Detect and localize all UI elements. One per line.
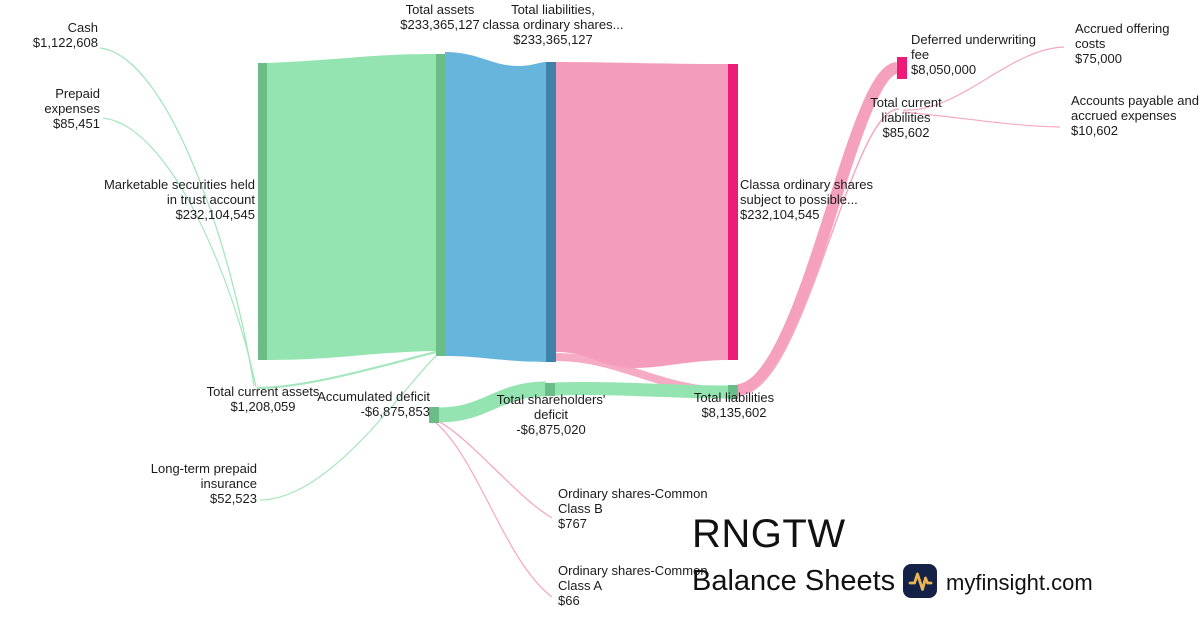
flow-current-assets-to-total-assets (256, 350, 437, 390)
label-accumulated-deficit: Accumulated deficit -$6,875,853 (317, 389, 430, 419)
site-url: myfinsight.com (946, 570, 1093, 595)
flow-total-assets-to-liab-equity (445, 52, 546, 362)
label-ordinary-shares-class-b: Ordinary shares-Common Class B $767 (558, 486, 708, 531)
label-deferred-underwriting-fee: Deferred underwriting fee $8,050,000 (911, 32, 1037, 77)
node-total-liabilities (728, 385, 738, 399)
label-total-liabilities-classa: Total liabilities, classa ordinary shares… (482, 2, 624, 47)
flow-prepaid-to-current-assets (102, 117, 257, 388)
flow-to-accrued-offering-costs (902, 46, 1065, 111)
label-total-assets: Total assets $233,365,127 (400, 2, 480, 32)
flow-longterm-prepaid-to-total-assets (259, 355, 437, 501)
label-accounts-payable: Accounts payable and accrued expenses $10,… (1071, 93, 1199, 138)
flow-shareholders-deficit-to-total-liabilities (553, 382, 731, 399)
label-total-current-liabilities: Total current liabilities $85,602 (870, 95, 942, 140)
flow-cash-to-current-assets (99, 47, 255, 387)
flow-to-total-current-liabilities (737, 108, 900, 396)
flow-marketable-to-total-assets (267, 54, 436, 360)
label-marketable-securities: Marketable securities held in trust accou… (103, 177, 255, 222)
label-prepaid-expenses: Prepaid expenses $85,451 (44, 86, 100, 131)
label-accrued-offering-costs: Accrued offering costs $75,000 (1075, 21, 1170, 66)
label-long-term-prepaid-insurance: Long-term prepaid insurance $52,523 (150, 461, 257, 506)
node-total-shareholders-deficit (545, 383, 555, 396)
pulse-waveform-icon (908, 572, 933, 591)
label-total-liabilities: Total liabilities $8,135,602 (693, 390, 775, 420)
flow-class-b-link (435, 419, 553, 519)
ticker-title: RNGTW (692, 512, 846, 556)
node-accumulated-deficit (429, 407, 439, 423)
flow-to-deferred-underwriting-fee (736, 62, 899, 396)
myfinsight-logo (903, 564, 937, 598)
node-deferred-underwriting-fee (897, 57, 907, 79)
label-total-current-assets: Total current assets $1,208,059 (206, 384, 320, 414)
flow-liab-equity-to-classa-shares (556, 62, 728, 368)
node-classa-ordinary-shares (728, 64, 738, 360)
flow-class-a-link (434, 421, 553, 598)
node-marketable-securities (258, 63, 267, 360)
node-total-liabilities-classa (546, 62, 556, 362)
label-ordinary-shares-class-a: Ordinary shares-Common Class A $66 (558, 563, 708, 608)
label-classa-ordinary-shares: Classa ordinary shares subject to possibl… (740, 177, 873, 222)
label-cash: Cash $1,122,608 (32, 20, 98, 50)
report-subtitle: Balance Sheets (692, 565, 896, 597)
node-total-assets (436, 54, 445, 356)
flow-to-accounts-payable (902, 111, 1061, 128)
flow-accumulated-deficit-to-shareholders-deficit (438, 381, 547, 423)
label-total-shareholders-deficit: Total shareholders' deficit -$6,875,020 (496, 392, 606, 437)
